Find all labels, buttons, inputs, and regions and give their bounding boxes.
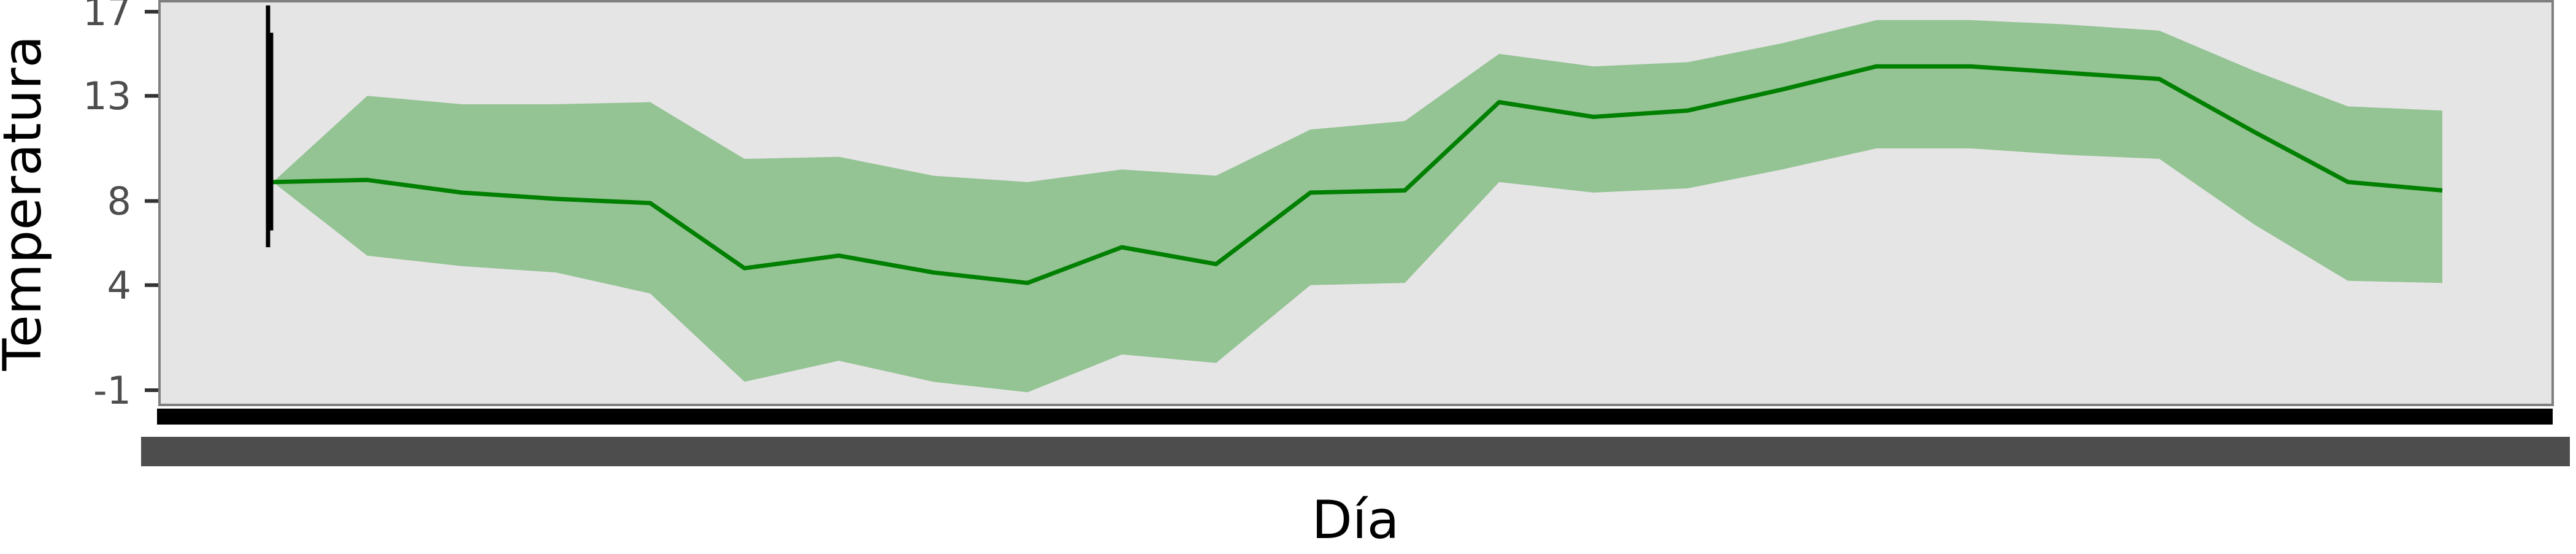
confidence-band — [273, 20, 2442, 393]
x-axis-bar — [157, 409, 2553, 425]
y-tick-label: -1 — [93, 368, 131, 413]
y-tick-label: 13 — [83, 74, 131, 118]
y-axis: -1 4 8 13 17 — [83, 0, 158, 413]
errorbar-layer — [266, 5, 274, 247]
line-layer — [272, 64, 2443, 285]
x-tick-label-block — [141, 437, 2570, 466]
y-axis-title: Temperatura — [0, 36, 53, 371]
y-tick-label: 4 — [107, 263, 131, 308]
band-layer — [273, 20, 2442, 393]
y-tick-label: 17 — [83, 0, 131, 34]
temperature-line — [272, 64, 2443, 285]
y-tick-label: 8 — [107, 179, 131, 224]
x-axis-title: Día — [1312, 490, 1400, 551]
